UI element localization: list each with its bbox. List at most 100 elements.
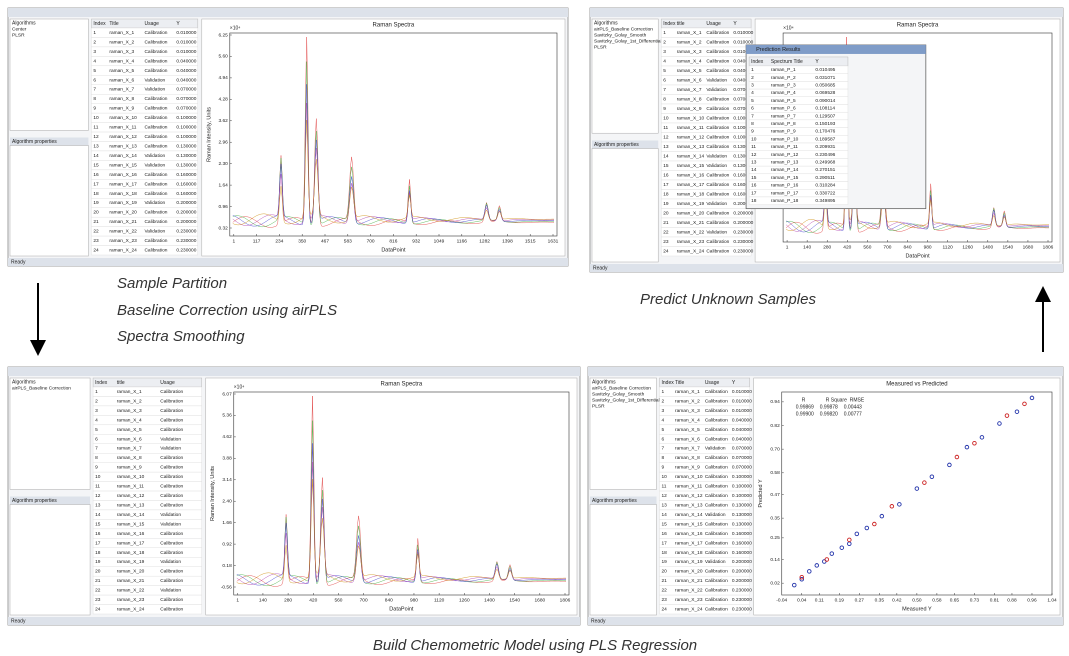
y-tick-label: 0.35: [770, 515, 780, 521]
table-cell: 2: [93, 39, 96, 45]
table-cell: Calibration: [705, 597, 728, 603]
chart-title: Raman Spectra: [897, 23, 939, 29]
caption: Build Chemometric Model using PLS Regres…: [373, 637, 697, 654]
column-header: Usage: [705, 380, 720, 386]
table-cell: 0.070000: [176, 96, 196, 102]
properties-title: Algorithm properties: [592, 498, 637, 504]
table-cell: 18: [751, 198, 757, 204]
table-cell: Calibration: [144, 210, 167, 216]
table-row: [93, 586, 202, 595]
x-axis-label: DataPoint: [381, 247, 406, 253]
table-cell: Calibration: [160, 408, 183, 414]
table-cell: Calibration: [706, 125, 729, 131]
table-cell: 0.349895: [815, 198, 835, 204]
table-row: [93, 453, 202, 462]
table-cell: 0.230000: [733, 239, 753, 245]
properties-title: Algorithm properties: [12, 498, 57, 504]
table-cell: 0.130000: [176, 153, 196, 159]
table-cell: raman_X_16: [117, 531, 145, 537]
table-cell: Validation: [144, 200, 165, 206]
table-cell: 9: [93, 106, 96, 112]
y-tick-label: 0.02: [770, 580, 780, 586]
table-cell: 2: [751, 75, 754, 81]
list-header: Algorithms: [12, 20, 36, 26]
table-cell: 12: [93, 134, 99, 140]
table-cell: raman_X_1: [109, 30, 134, 36]
table-cell: 0.100000: [732, 484, 752, 490]
table-cell: raman_X_21: [677, 220, 705, 226]
table-cell: Calibration: [705, 521, 728, 527]
table-cell: raman_X_20: [109, 210, 137, 216]
x-tick-label: 140: [803, 244, 811, 250]
table-cell: 0.108114: [815, 106, 835, 112]
table-cell: Calibration: [160, 427, 183, 433]
y-tick-label: 5.60: [218, 54, 228, 60]
table-cell: raman_X_10: [675, 474, 703, 480]
table-cell: Validation: [144, 162, 165, 168]
table-cell: 7: [663, 87, 666, 93]
table-cell: 0.100000: [732, 474, 752, 480]
table-cell: Calibration: [705, 588, 728, 594]
table-cell: Calibration: [160, 531, 183, 537]
table-cell: 12: [95, 493, 101, 499]
table-cell: 0.230000: [176, 229, 196, 235]
caption: Spectra Smoothing: [117, 328, 245, 345]
table-cell: 0.230000: [732, 597, 752, 603]
table-cell: Validation: [705, 512, 726, 518]
table-cell: raman_X_17: [109, 181, 137, 187]
table-cell: 0.230000: [732, 607, 752, 613]
table-cell: raman_X_2: [677, 40, 702, 46]
table-cell: Validation: [144, 87, 165, 93]
x-tick-label: 0.42: [892, 597, 902, 603]
table-cell: 23: [95, 597, 101, 603]
table-cell: 8: [662, 455, 665, 461]
table-cell: 2: [95, 398, 98, 404]
caption: Baseline Correction using airPLS: [117, 302, 337, 319]
stats-header: R: [802, 397, 806, 403]
table-cell: 17: [751, 190, 757, 196]
table-cell: 16: [95, 531, 101, 537]
table-cell: 0.100000: [176, 115, 196, 121]
table-cell: 0.031071: [815, 75, 835, 81]
table-cell: raman_X_15: [117, 521, 145, 527]
table-cell: Calibration: [706, 49, 729, 55]
y-tick-label: 3.88: [222, 456, 232, 462]
table-cell: Calibration: [144, 30, 167, 36]
table-cell: 20: [95, 569, 101, 575]
table-cell: 2: [663, 40, 666, 46]
y-tick-label: 0.70: [770, 446, 780, 452]
table-cell: raman_P_8: [771, 121, 796, 127]
table-cell: Calibration: [160, 455, 183, 461]
table-cell: 0.070000: [732, 465, 752, 471]
table-cell: 18: [93, 191, 99, 197]
table-cell: Validation: [705, 559, 726, 565]
table-row: [93, 396, 202, 405]
table-cell: 7: [93, 87, 96, 93]
algorithm-item: PLSR: [12, 32, 25, 38]
toolbar: [8, 367, 580, 376]
table-cell: raman_X_12: [675, 493, 703, 499]
table-cell: raman_X_13: [117, 502, 145, 508]
x-tick-label: 816: [389, 238, 397, 244]
chart-title: Raman Spectra: [381, 382, 423, 388]
table-cell: raman_X_11: [675, 484, 702, 490]
x-axis-label: Measured Y: [902, 606, 932, 612]
table-cell: raman_X_19: [677, 201, 705, 207]
x-tick-label: 0.50: [912, 597, 922, 603]
x-tick-label: 0.73: [970, 597, 980, 603]
table-cell: 22: [95, 588, 101, 594]
table-cell: 24: [93, 248, 99, 254]
toolbar: [8, 8, 568, 17]
table-cell: Calibration: [705, 531, 728, 537]
table-cell: Calibration: [705, 550, 728, 556]
column-header: title: [117, 380, 125, 386]
stats-header: RMSE: [850, 397, 865, 403]
table-cell: 8: [751, 121, 754, 127]
table-cell: Calibration: [705, 427, 728, 433]
x-tick-label: 0.88: [1007, 597, 1017, 603]
table-cell: raman_X_16: [677, 173, 705, 179]
x-tick-label: 1806: [1043, 244, 1054, 250]
table-cell: Calibration: [706, 106, 729, 112]
table-cell: Validation: [144, 229, 165, 235]
table-cell: 0.160000: [732, 531, 752, 537]
